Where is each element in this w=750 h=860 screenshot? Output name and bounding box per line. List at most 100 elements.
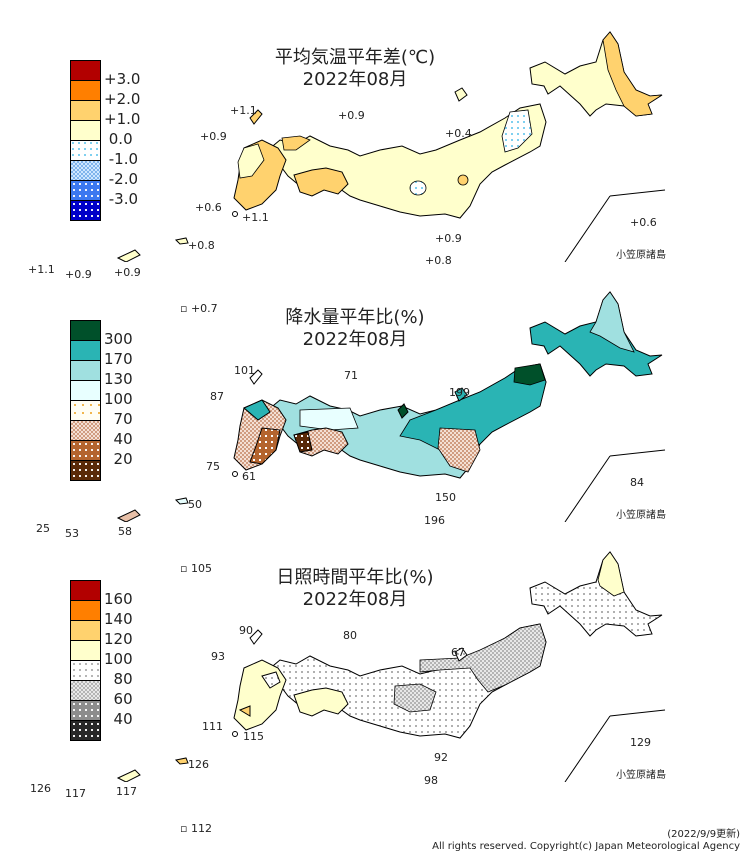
station-daito-temperature: ▫ +0.7 [180,302,218,315]
legend-swatch-100 [70,641,101,661]
legend-label: 40 [104,430,133,448]
station-value: 126 [30,782,51,795]
sunshine-map [116,551,666,782]
legend-swatch-0 [70,121,101,141]
title-text: 日照時間平年比(%) [276,567,434,588]
legend-swatch-120 [70,621,101,641]
station-daito-sunshine: ▫ 112 [180,822,212,835]
station-value: 25 [36,522,50,535]
legend-swatch-minus3-below [70,201,101,221]
legend-sunshine [70,580,101,741]
map-title: 平均気温平年差(℃) 2022年08月 [230,47,480,91]
station-value: 126 [188,758,209,771]
update-date: (2022/9/9更新) [667,829,740,840]
station-value: +0.9 [338,109,365,122]
legend-swatch-minus2 [70,161,101,181]
station-value: 115 [243,730,264,743]
station-daito-precipitation: ▫ 105 [180,562,212,575]
station-value: 61 [242,470,256,483]
station-value: 196 [424,514,445,527]
legend-swatch-20 [70,441,101,461]
legend-label: 170 [104,350,133,368]
legend-swatch-plus2 [70,81,101,101]
legend-label: -2.0 [104,170,139,188]
period-text: 2022年08月 [302,69,408,90]
period-text: 2022年08月 [302,329,408,350]
legend-swatch-plus1 [70,101,101,121]
station-value: +0.8 [188,239,215,252]
legend-swatch-40 [70,421,101,441]
legend-swatch-100 [70,381,101,401]
station-value: 93 [211,650,225,663]
temperature-map [116,31,666,262]
legend-label: 130 [104,370,133,388]
station-value: 150 [435,491,456,504]
station-value: 199 [449,386,470,399]
legend-label: 160 [104,590,133,608]
title-text: 降水量平年比(%) [285,307,425,328]
bonin-islands-label: 小笠原諸島 [616,510,666,521]
panel-sunshine: 160 140 120 100 80 60 40 日照時間平年比(%) 2022… [0,520,750,799]
period-text: 2022年08月 [302,589,408,610]
bonin-islands-label: 小笠原諸島 [616,250,666,261]
legend-swatch-160-above [70,580,101,601]
legend-label: 120 [104,630,133,648]
station-value: 87 [210,390,224,403]
footer: (2022/9/9更新) All rights reserved. Copyri… [432,829,740,853]
legend-label: +2.0 [104,90,141,108]
legend-temperature [70,60,101,221]
legend-swatch-60 [70,681,101,701]
panel-precipitation: 300 170 130 100 70 40 20 降水量平年比(%) 2022年… [0,260,750,539]
station-value: 67 [451,646,465,659]
station-value: 98 [424,774,438,787]
station-value: 101 [234,364,255,377]
station-value: 53 [65,527,79,540]
legend-label: 40 [104,710,133,728]
station-value: 117 [65,787,86,800]
legend-label: -1.0 [104,150,139,168]
station-value: 90 [239,624,253,637]
legend-swatch-minus3 [70,181,101,201]
station-value: 80 [343,629,357,642]
station-value: 71 [344,369,358,382]
legend-swatch-40 [70,701,101,721]
map-title: 日照時間平年比(%) 2022年08月 [230,567,480,611]
legend-label: 60 [104,690,133,708]
copyright-text: All rights reserved. Copyright(c) Japan … [432,841,740,852]
legend-precipitation [70,320,101,481]
legend-label: 300 [104,330,133,348]
station-value: 111 [202,720,223,733]
legend-label: 100 [104,650,133,668]
legend-swatch-80 [70,661,101,681]
legend-label: 70 [104,410,133,428]
legend-label: +3.0 [104,70,141,88]
map-title: 降水量平年比(%) 2022年08月 [230,307,480,351]
legend-swatch-70 [70,401,101,421]
station-value: +0.7 [190,302,218,315]
legend-swatch-20-below [70,461,101,481]
legend-label: 80 [104,670,133,688]
legend-swatch-40-below [70,721,101,741]
station-value: +1.1 [242,211,269,224]
legend-swatch-plus3-above [70,60,101,81]
station-value: +0.6 [630,216,657,229]
legend-label: 0.0 [104,130,133,148]
legend-swatch-130 [70,361,101,381]
precipitation-map [116,291,666,522]
station-value: +0.8 [425,254,452,267]
station-value: +0.9 [114,266,141,279]
station-value: +0.9 [435,232,462,245]
station-value: 112 [190,822,212,835]
panel-temperature: +3.0 +2.0 +1.0 0.0 -1.0 -2.0 -3.0 平均気温平年… [0,0,750,280]
station-value: 75 [206,460,220,473]
legend-swatch-140 [70,601,101,621]
station-value: 92 [434,751,448,764]
station-value: 50 [188,498,202,511]
station-value: +1.1 [230,104,257,117]
station-value: 58 [118,525,132,538]
legend-swatch-minus1 [70,141,101,161]
legend-label: 100 [104,390,133,408]
station-value: 84 [630,476,644,489]
legend-label: 140 [104,610,133,628]
station-value: 117 [116,785,137,798]
